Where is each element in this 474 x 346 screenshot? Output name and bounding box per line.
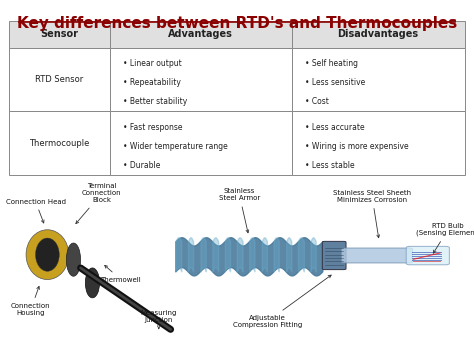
Text: • Less stable: • Less stable [305, 161, 355, 170]
Text: Adjustable
Compression Fitting: Adjustable Compression Fitting [233, 275, 331, 328]
FancyBboxPatch shape [406, 246, 449, 265]
FancyBboxPatch shape [292, 48, 465, 111]
Text: Thermocouple: Thermocouple [29, 139, 90, 148]
FancyBboxPatch shape [292, 111, 465, 175]
Text: • Better stability: • Better stability [123, 97, 188, 106]
Text: Connection
Housing: Connection Housing [11, 286, 51, 316]
FancyBboxPatch shape [9, 111, 109, 175]
Ellipse shape [66, 243, 81, 276]
Text: RTD Bulb
(Sensing Element): RTD Bulb (Sensing Element) [416, 223, 474, 253]
Text: • Repeatability: • Repeatability [123, 78, 181, 87]
Text: Stainless Steel Sheeth
Minimizes Corrosion: Stainless Steel Sheeth Minimizes Corrosi… [333, 190, 411, 238]
Text: RTD Sensor: RTD Sensor [36, 75, 83, 84]
Text: • Less accurate: • Less accurate [305, 122, 365, 131]
Text: Connection Head: Connection Head [6, 199, 65, 223]
Text: • Wiring is more expensive: • Wiring is more expensive [305, 142, 409, 151]
FancyBboxPatch shape [322, 242, 346, 270]
Text: • Self heating: • Self heating [305, 59, 358, 68]
Text: • Cost: • Cost [305, 97, 329, 106]
Text: Disadvantages: Disadvantages [337, 29, 419, 39]
Text: Stainless
Steel Armor: Stainless Steel Armor [219, 188, 260, 233]
Text: Advantages: Advantages [168, 29, 233, 39]
Text: Key differences between RTD's and Thermocouples: Key differences between RTD's and Thermo… [17, 16, 457, 30]
Ellipse shape [85, 268, 100, 298]
Text: • Fast response: • Fast response [123, 122, 183, 131]
FancyBboxPatch shape [9, 21, 109, 48]
FancyBboxPatch shape [109, 21, 292, 48]
Text: • Less sensitive: • Less sensitive [305, 78, 365, 87]
FancyBboxPatch shape [292, 21, 465, 48]
FancyBboxPatch shape [109, 111, 292, 175]
Text: • Wider temperature range: • Wider temperature range [123, 142, 228, 151]
Ellipse shape [36, 238, 59, 271]
Text: • Durable: • Durable [123, 161, 161, 170]
Text: Sensor: Sensor [41, 29, 79, 39]
FancyBboxPatch shape [341, 248, 412, 263]
Ellipse shape [26, 230, 69, 280]
Text: Terminal
Connection
Block: Terminal Connection Block [76, 183, 122, 224]
Text: Measuring
Junction: Measuring Junction [141, 310, 177, 329]
Text: Thermowell: Thermowell [100, 265, 141, 283]
Text: • Linear output: • Linear output [123, 59, 182, 68]
FancyBboxPatch shape [9, 48, 109, 111]
FancyBboxPatch shape [109, 48, 292, 111]
